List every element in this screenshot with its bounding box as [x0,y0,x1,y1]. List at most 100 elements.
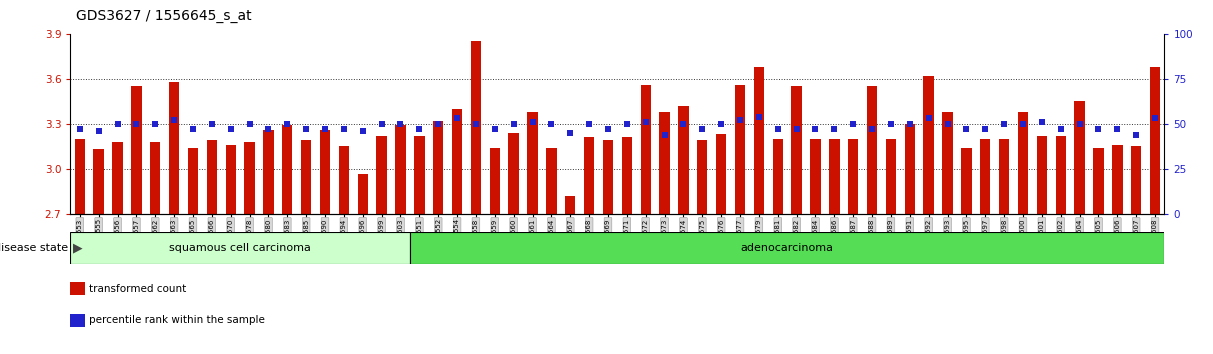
Bar [528,112,537,214]
Bar [320,130,330,214]
Bar [810,139,821,214]
Bar [943,112,952,214]
Bar [169,82,180,214]
Point [240,121,260,127]
Point [843,121,862,127]
Bar [490,148,500,214]
Bar [433,121,444,214]
Point [278,121,297,127]
Bar [791,86,802,214]
Point [315,126,335,132]
Bar [508,133,519,214]
Bar [546,148,557,214]
Bar [113,142,123,214]
Point [862,126,882,132]
Point [560,130,580,136]
Bar [244,142,255,214]
Point [296,126,315,132]
Bar [1150,67,1161,214]
Point [203,121,222,127]
Bar [923,76,934,214]
Point [580,121,599,127]
Bar [961,148,972,214]
Point [448,116,467,121]
Bar [830,139,839,214]
Point [466,121,485,127]
Bar [131,86,142,214]
Point [126,121,146,127]
Point [1050,126,1070,132]
Point [391,121,410,127]
Point [353,128,372,134]
Bar [848,139,859,214]
Point [636,119,655,125]
Point [1070,121,1089,127]
Bar [980,139,991,214]
Bar [773,139,782,214]
Point [673,121,693,127]
Bar [1131,147,1141,214]
Bar [338,147,349,214]
Point [995,121,1014,127]
Point [712,121,731,127]
Point [183,126,203,132]
Bar [70,232,410,264]
Point [1127,132,1146,138]
Bar [150,142,160,214]
Bar [283,125,292,214]
Point [89,128,108,134]
Bar [471,41,482,214]
Point [957,126,976,132]
Point [768,126,787,132]
Point [372,121,392,127]
Bar [410,232,1164,264]
Bar [263,130,274,214]
Bar [1000,139,1009,214]
Text: squamous cell carcinoma: squamous cell carcinoma [169,243,311,253]
Point [900,121,919,127]
Point [693,126,712,132]
Text: percentile rank within the sample: percentile rank within the sample [89,315,264,325]
Bar [716,135,727,214]
Point [165,118,184,123]
Bar [226,145,235,214]
Point [334,126,354,132]
Point [1145,116,1164,121]
Bar [660,112,670,214]
Bar [603,141,614,214]
Point [881,121,900,127]
Point [485,126,505,132]
Point [503,121,523,127]
Bar [583,137,594,214]
Bar [1112,145,1122,214]
Point [805,126,825,132]
Point [1032,119,1052,125]
Point [221,126,240,132]
Point [938,121,957,127]
Point [108,121,127,127]
Point [428,121,448,127]
Point [1089,126,1109,132]
Point [617,121,637,127]
Bar [867,86,877,214]
Bar [885,139,896,214]
Bar [1075,101,1084,214]
Point [146,121,165,127]
Text: transformed count: transformed count [89,284,186,293]
Bar [753,67,764,214]
Point [1107,126,1127,132]
Bar [1093,148,1104,214]
Bar [621,137,632,214]
Bar [565,196,575,214]
Bar [1018,112,1029,214]
Point [598,126,617,132]
Text: GDS3627 / 1556645_s_at: GDS3627 / 1556645_s_at [76,9,252,23]
Point [523,119,542,125]
Bar [640,85,651,214]
Point [542,121,562,127]
Text: adenocarcinoma: adenocarcinoma [741,243,833,253]
Point [787,126,807,132]
Bar [206,141,217,214]
Bar [735,85,745,214]
Bar [678,106,689,214]
